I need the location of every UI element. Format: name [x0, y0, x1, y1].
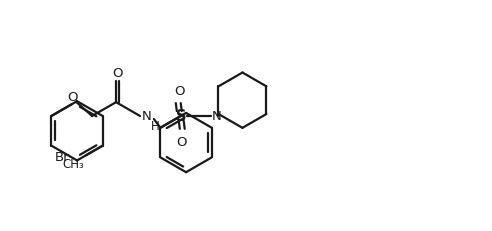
Text: N: N: [212, 109, 221, 122]
Text: S: S: [176, 109, 186, 124]
Text: O: O: [67, 91, 78, 104]
Text: N: N: [142, 110, 152, 123]
Text: Br: Br: [54, 150, 69, 163]
Text: O: O: [175, 85, 185, 98]
Text: O: O: [112, 67, 123, 80]
Text: CH₃: CH₃: [62, 158, 84, 170]
Text: H: H: [151, 119, 159, 132]
Text: O: O: [177, 135, 187, 148]
